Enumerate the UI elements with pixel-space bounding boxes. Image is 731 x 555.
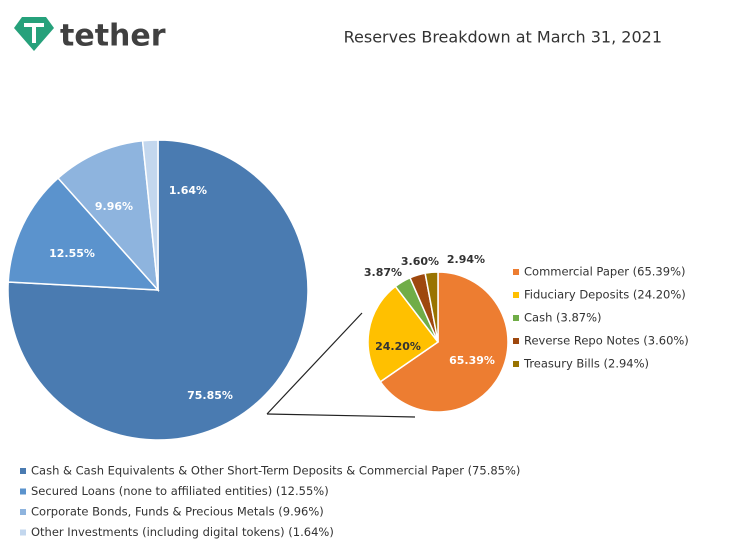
legend-marker <box>513 338 519 344</box>
legend-entry: Other Investments (including digital tok… <box>31 525 334 539</box>
data-label: 3.60% <box>401 255 439 268</box>
logo-icon-stem <box>32 23 36 43</box>
legend-marker <box>20 468 26 474</box>
connector-line <box>266 413 416 418</box>
data-label: 75.85% <box>187 389 233 402</box>
legend-entry: Reverse Repo Notes (3.60%) <box>524 334 689 348</box>
legend-entry: Cash (3.87%) <box>524 311 602 325</box>
pie-slice <box>141 139 159 291</box>
connector-line <box>266 312 363 415</box>
legend-marker <box>20 509 26 515</box>
legend-entry: Fiduciary Deposits (24.20%) <box>524 288 686 302</box>
legend-marker <box>513 292 519 298</box>
data-label: 24.20% <box>375 340 421 353</box>
legend-entry: Secured Loans (none to affiliated entiti… <box>31 484 329 498</box>
data-label: 9.96% <box>95 200 133 213</box>
logo: tether <box>14 17 166 54</box>
legend-entry: Corporate Bonds, Funds & Precious Metals… <box>31 505 324 519</box>
pie-slice <box>7 139 309 441</box>
data-label: 3.87% <box>364 266 402 279</box>
data-label: 1.64% <box>169 184 207 197</box>
pie-slice <box>57 139 159 293</box>
legend-entry: Treasury Bills (2.94%) <box>523 357 649 371</box>
legend-marker <box>513 361 519 367</box>
legend-entry: Commercial Paper (65.39%) <box>524 265 685 279</box>
legend-marker <box>20 529 26 536</box>
legend-entry: Cash & Cash Equivalents & Other Short-Te… <box>31 464 520 478</box>
pie-slice <box>379 271 509 413</box>
data-label: 2.94% <box>447 253 485 266</box>
pie-slice <box>424 271 439 343</box>
data-label: 12.55% <box>49 247 95 260</box>
pie-slice <box>7 177 160 291</box>
legend-marker <box>513 269 519 275</box>
legend-marker <box>513 315 519 321</box>
logo-text: tether <box>60 19 166 54</box>
chart-title: Reserves Breakdown at March 31, 2021 <box>344 28 662 47</box>
pie-slice <box>367 285 440 383</box>
data-label: 65.39% <box>449 354 495 367</box>
legend-marker <box>20 488 26 495</box>
